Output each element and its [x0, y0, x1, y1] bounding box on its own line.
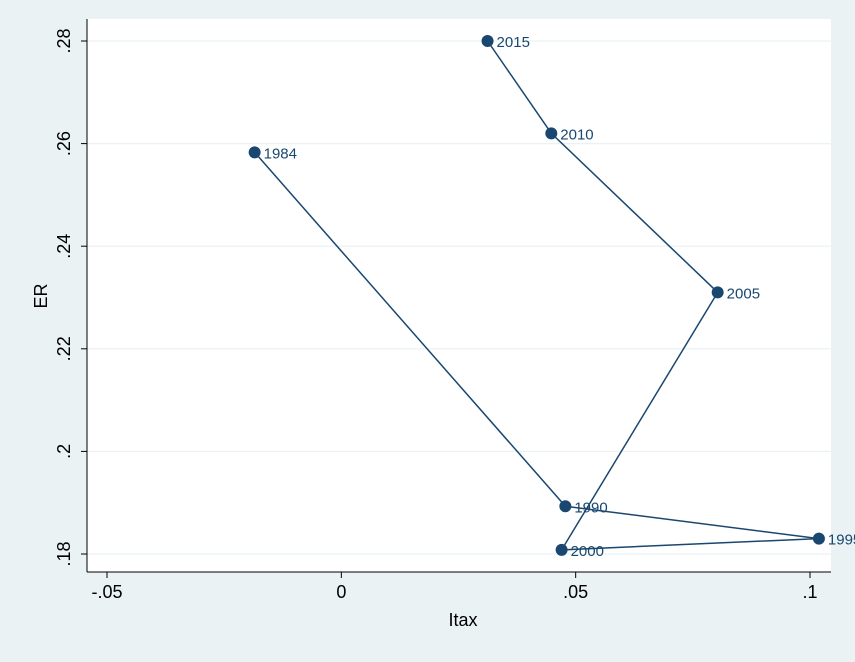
data-label: 2010: [560, 126, 593, 143]
y-tick-label: .22: [54, 336, 74, 361]
data-label: 2015: [497, 34, 530, 51]
y-tick-label: .2: [54, 444, 74, 459]
series: 1984 1990 1995 2000 2005 2010 2015: [248, 34, 855, 560]
data-point: [545, 127, 558, 140]
y-axis-label: ER: [31, 283, 51, 308]
data-point: [812, 532, 825, 545]
data-point: [559, 500, 572, 513]
y-tick-label: .18: [54, 541, 74, 566]
data-label: 1990: [574, 499, 607, 516]
data-point: [481, 35, 494, 47]
grid: [87, 40, 831, 555]
y-tick-label: .26: [54, 131, 74, 156]
x-tick-label: -.05: [91, 582, 122, 602]
data-label: 2000: [571, 543, 604, 560]
y-ticks: .18 .2 .22 .24 .26 .28: [54, 28, 87, 567]
x-ticks: -.05 0 .05 .1: [91, 572, 818, 602]
x-tick-label: .1: [802, 582, 817, 602]
y-tick-label: .24: [54, 234, 74, 259]
data-point: [555, 543, 568, 556]
data-point: [711, 286, 724, 299]
data-point: [248, 146, 261, 159]
y-tick-label: .28: [54, 28, 74, 53]
x-tick-label: 0: [336, 582, 346, 602]
data-label: 1995: [828, 532, 855, 549]
data-label: 1984: [264, 145, 297, 162]
data-label: 2005: [727, 285, 760, 302]
x-axis-label: Itax: [448, 610, 477, 630]
x-tick-label: .05: [563, 582, 588, 602]
plot-area: [87, 19, 831, 572]
